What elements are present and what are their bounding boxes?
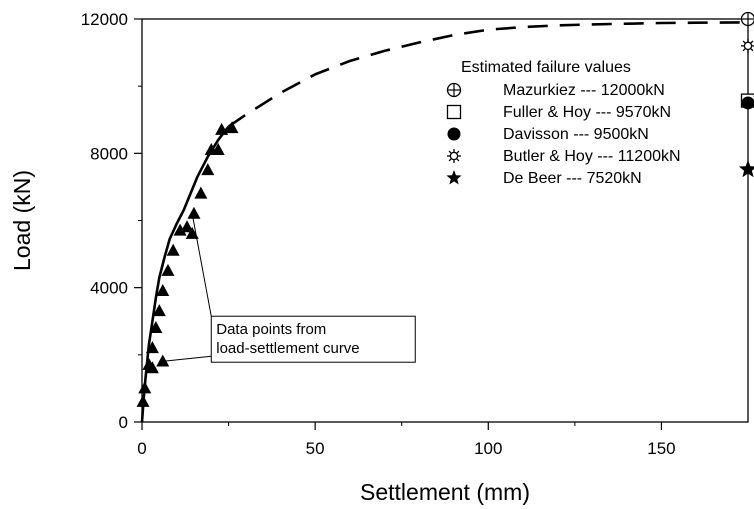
data-point-triangle [173,223,187,236]
star-marker [738,159,754,178]
data-point-triangle [180,220,194,233]
data-point-triangle [194,186,208,199]
extrapolated-curve-dashed [227,21,749,128]
data-point-triangle [225,121,239,134]
x-tick-label: 0 [137,439,146,458]
data-point-triangle [215,122,229,135]
sun-marker [449,151,459,161]
annotation-pointer [160,355,212,363]
legend-entry-label: Davisson --- 9500kN [503,126,649,143]
data-point-triangle [211,142,225,155]
data-point-triangle [145,361,159,374]
y-tick-label: 8000 [90,144,128,163]
data-point-triangle [152,304,166,317]
load-settlement-curve [140,125,230,423]
filled-circle-marker [741,96,754,110]
legend-title: Estimated failure values [461,59,631,76]
y-axis-label: Load (kN) [9,170,35,271]
annotation-text-line: load-settlement curve [216,340,359,357]
data-point-triangle [136,394,150,407]
filled-circle-marker [447,127,461,141]
data-point-triangle [185,226,199,239]
x-tick-label: 150 [647,439,675,458]
legend-entry-label: Mazurkiez --- 12000kN [503,82,665,99]
legend: Estimated failure values Mazurkiez --- 12… [446,59,681,187]
legend-entry-label: Fuller & Hoy --- 9570kN [503,104,671,121]
x-tick-label: 50 [306,439,325,458]
y-tick-label: 12000 [81,10,128,29]
data-point-triangle [187,206,201,219]
sun-marker [743,41,753,51]
square-marker [446,104,462,120]
x-tick-label: 100 [474,439,502,458]
annotation-box [210,315,416,363]
y-axis: 0 4000 8000 12000 [81,10,142,432]
y-tick-label: 4000 [90,279,128,298]
data-point-triangle [201,163,215,176]
x-axis: 0 50 100 150 [137,422,676,458]
legend-entry-label: Butler & Hoy --- 11200kN [503,148,681,165]
y-tick-label: 0 [119,413,128,432]
failure-value-markers [738,11,754,178]
annotation-pointer [191,213,212,317]
data-point-triangle [161,263,175,276]
legend-entry-label: De Beer --- 7520kN [503,170,642,187]
x-axis-label: Settlement (mm) [360,479,530,505]
annotation-text-line: Data points from [216,321,326,338]
data-point-triangle [166,243,180,256]
data-point-triangle [156,354,170,367]
data-point-triangle [138,381,152,394]
data-points [136,121,239,407]
data-point-triangle [156,284,170,297]
data-point-triangle [145,341,159,354]
annotation: Data points from load-settlement curve [160,213,416,363]
star-marker [446,170,462,185]
data-point-triangle [149,320,163,333]
